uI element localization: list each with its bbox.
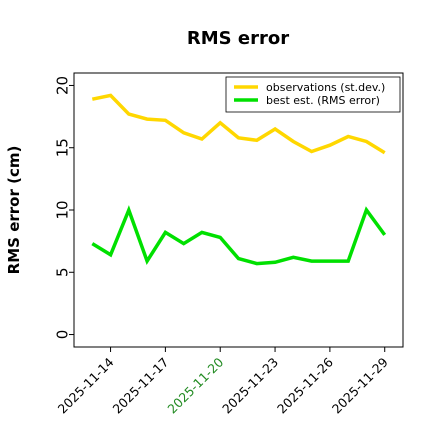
x-tick-label: 2025-11-26 <box>274 354 336 416</box>
axis-ticks: 051015202025-11-142025-11-172025-11-2020… <box>53 76 391 417</box>
y-tick-label: 10 <box>53 200 71 219</box>
x-tick-label: 2025-11-20 <box>164 354 226 416</box>
series-line-1 <box>91 205 387 266</box>
y-tick-label: 5 <box>53 267 71 277</box>
chart-title: RMS error <box>187 28 289 49</box>
x-tick-label: 2025-11-29 <box>329 354 391 416</box>
y-tick-label: 15 <box>53 138 71 157</box>
legend-entry-observations: observations (st.dev.) <box>266 81 385 94</box>
series-lines <box>91 93 387 266</box>
plot-area-frame <box>73 72 404 348</box>
legend-box <box>225 76 401 113</box>
y-tick-label: 0 <box>53 330 71 340</box>
x-tick-label: 2025-11-23 <box>219 355 281 417</box>
legend-entry-best-estimate: best est. (RMS error) <box>266 94 380 107</box>
x-tick-label: 2025-11-17 <box>110 355 172 417</box>
x-tick-label: 2025-11-14 <box>55 354 117 416</box>
legend: observations (st.dev.) best est. (RMS er… <box>225 76 401 113</box>
y-tick-label: 20 <box>53 76 71 95</box>
y-axis-label: RMS error (cm) <box>5 146 23 275</box>
series-line-0 <box>91 93 386 155</box>
